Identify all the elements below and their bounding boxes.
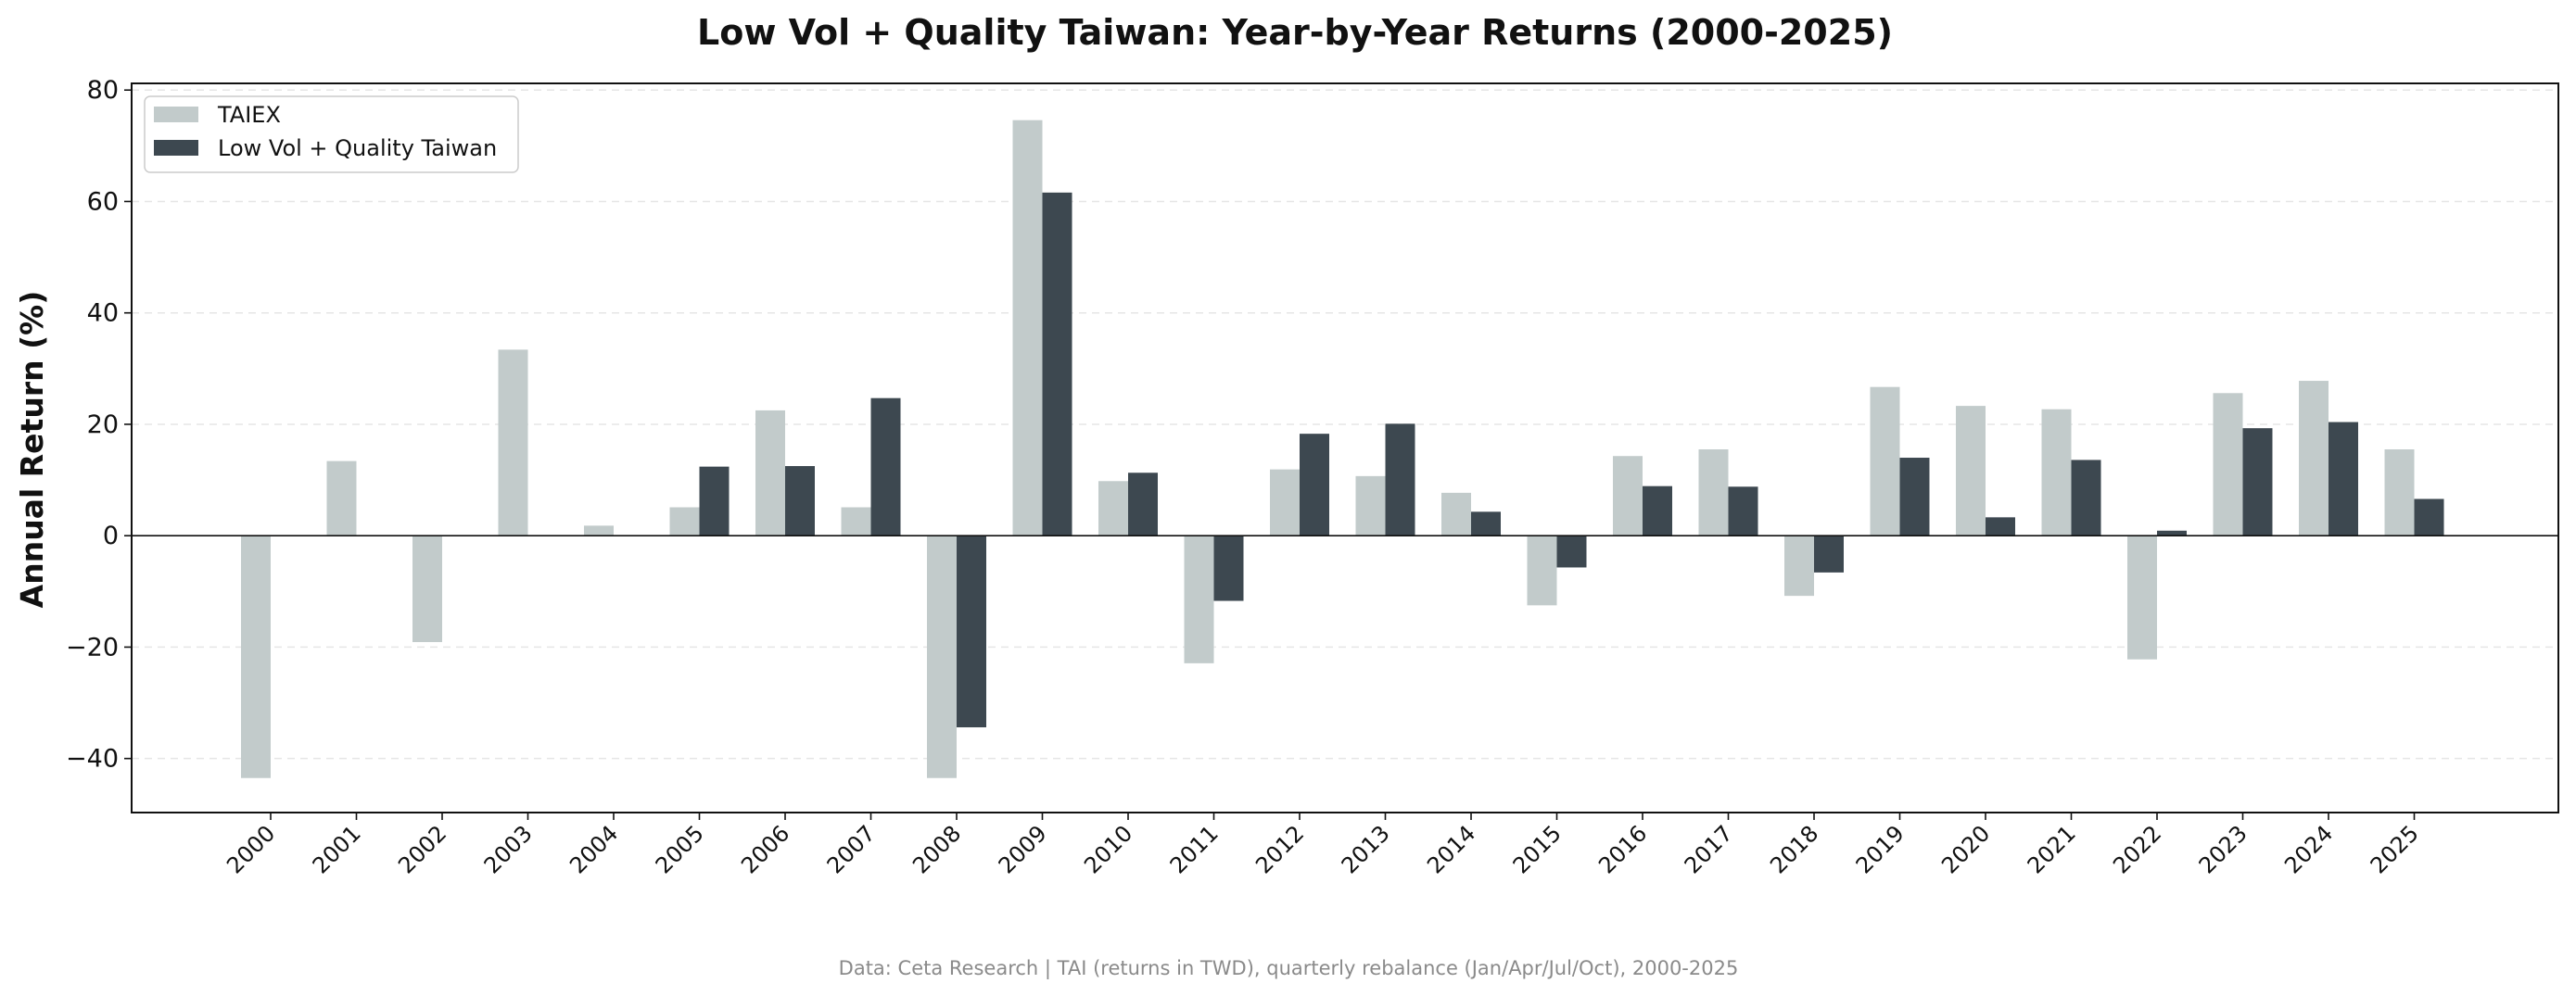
bar-taiex bbox=[2127, 536, 2157, 660]
gridlines bbox=[132, 89, 2558, 760]
y-tick-label: 80 bbox=[87, 76, 119, 105]
bar-low-vol-quality bbox=[1128, 473, 1158, 536]
bar-taiex bbox=[1012, 120, 1043, 536]
x-tick-label: 2016 bbox=[1593, 820, 1652, 878]
x-tick-label: 2023 bbox=[2194, 820, 2252, 878]
x-tick-label: 2018 bbox=[1765, 820, 1823, 878]
bar-taiex bbox=[1184, 536, 1214, 663]
bar-low-vol-quality bbox=[2242, 428, 2273, 536]
bars bbox=[241, 120, 2444, 778]
bar-taiex bbox=[241, 536, 271, 778]
legend-label-taiex: TAIEX bbox=[217, 102, 281, 128]
bar-low-vol-quality bbox=[870, 397, 901, 536]
x-tick-label: 2009 bbox=[994, 820, 1052, 878]
x-tick-label: 2013 bbox=[1337, 820, 1395, 878]
x-tick-label: 2021 bbox=[2023, 820, 2081, 878]
bar-taiex bbox=[1698, 449, 1729, 536]
bar-taiex bbox=[412, 536, 442, 643]
bar-low-vol-quality bbox=[2414, 498, 2444, 536]
bar-low-vol-quality bbox=[1385, 423, 1415, 536]
bar-taiex bbox=[1870, 386, 1900, 536]
bar-low-vol-quality bbox=[1814, 536, 1844, 573]
bar-taiex bbox=[1956, 406, 1986, 536]
bar-taiex bbox=[841, 507, 871, 536]
y-tick-label: −20 bbox=[66, 633, 119, 662]
bar-taiex bbox=[1784, 536, 1814, 597]
x-tick-label: 2025 bbox=[2366, 820, 2424, 878]
bar-taiex bbox=[584, 525, 614, 536]
y-tick-label: 0 bbox=[103, 522, 119, 550]
legend-frame bbox=[144, 95, 519, 173]
x-tick-label: 2010 bbox=[1079, 820, 1137, 878]
bar-low-vol-quality bbox=[1471, 511, 1501, 536]
bar-taiex bbox=[1613, 456, 1643, 536]
bar-taiex bbox=[2213, 393, 2243, 536]
bar-taiex bbox=[2384, 449, 2415, 536]
bar-low-vol-quality bbox=[957, 536, 986, 728]
bar-taiex bbox=[326, 460, 357, 536]
bar-taiex bbox=[2041, 409, 2072, 536]
bar-low-vol-quality bbox=[1986, 517, 2015, 536]
x-tick-label: 2017 bbox=[1680, 820, 1738, 878]
legend-swatch-taiex bbox=[154, 107, 198, 122]
y-axis-label: Annual Return (%) bbox=[14, 291, 50, 609]
bar-low-vol-quality bbox=[1213, 536, 1244, 601]
bar-low-vol-quality bbox=[1643, 485, 1672, 536]
x-tick-label: 2000 bbox=[222, 820, 280, 878]
bar-low-vol-quality bbox=[2157, 530, 2187, 536]
bar-low-vol-quality bbox=[2071, 460, 2101, 536]
bar-taiex bbox=[1098, 481, 1128, 536]
plot-frame bbox=[131, 82, 2559, 813]
x-tick-label: 2006 bbox=[736, 820, 794, 878]
x-axis-ticks: 2000 2001 2002 2003 2004 2005 2006 2007 2008 2009… bbox=[222, 813, 2424, 878]
bar-taiex bbox=[669, 507, 700, 536]
bar-taiex bbox=[1527, 536, 1557, 606]
x-tick-label: 2002 bbox=[393, 820, 451, 878]
bar-low-vol-quality bbox=[785, 466, 815, 536]
bar-low-vol-quality bbox=[2329, 422, 2358, 536]
chart-title: Low Vol + Quality Taiwan: Year-by-Year R… bbox=[697, 12, 1893, 53]
footnote: Data: Ceta Research | TAI (returns in TW… bbox=[839, 957, 1739, 980]
bar-taiex bbox=[755, 410, 785, 536]
legend-swatch-low-vol-quality bbox=[154, 140, 198, 156]
x-tick-label: 2001 bbox=[308, 820, 366, 878]
x-tick-label: 2019 bbox=[1851, 820, 1910, 878]
bar-low-vol-quality bbox=[1899, 458, 1930, 536]
bar-low-vol-quality bbox=[699, 466, 730, 536]
plot-area-border bbox=[131, 82, 2559, 813]
x-tick-label: 2014 bbox=[1422, 820, 1480, 878]
bar-low-vol-quality bbox=[1300, 434, 1329, 536]
bar-taiex bbox=[498, 349, 528, 536]
y-tick-label: 60 bbox=[87, 187, 119, 216]
bar-taiex bbox=[1355, 475, 1386, 536]
x-tick-label: 2022 bbox=[2108, 820, 2166, 878]
x-tick-label: 2011 bbox=[1165, 820, 1224, 878]
bar-low-vol-quality bbox=[1728, 486, 1758, 536]
x-tick-label: 2020 bbox=[1936, 820, 1995, 878]
y-axis-ticks: −40 −20 0 20 40 60 80 bbox=[66, 76, 132, 774]
x-tick-label: 2003 bbox=[479, 820, 538, 878]
bar-low-vol-quality bbox=[1556, 536, 1587, 568]
legend-label-low-vol-quality: Low Vol + Quality Taiwan bbox=[218, 135, 497, 161]
x-tick-label: 2005 bbox=[651, 820, 709, 878]
x-tick-label: 2008 bbox=[907, 820, 966, 878]
y-tick-label: 40 bbox=[87, 299, 119, 328]
bar-taiex bbox=[1270, 469, 1300, 536]
x-tick-label: 2007 bbox=[822, 820, 881, 878]
x-tick-label: 2015 bbox=[1508, 820, 1567, 878]
bar-taiex bbox=[927, 536, 957, 778]
bar-taiex bbox=[2299, 381, 2329, 536]
legend: TAIEX Low Vol + Quality Taiwan bbox=[144, 95, 519, 173]
x-tick-label: 2012 bbox=[1250, 820, 1309, 878]
y-tick-label: −40 bbox=[66, 745, 119, 774]
x-tick-label: 2004 bbox=[565, 820, 623, 878]
y-tick-label: 20 bbox=[87, 410, 119, 439]
x-tick-label: 2024 bbox=[2279, 820, 2338, 878]
bar-taiex bbox=[1441, 492, 1471, 536]
bar-low-vol-quality bbox=[1042, 192, 1072, 536]
